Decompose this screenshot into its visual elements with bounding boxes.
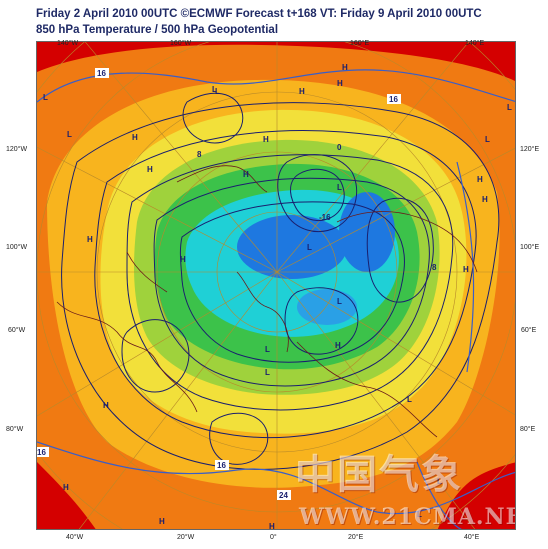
temp-label-16d: 16: [217, 461, 226, 470]
pressure-centers: L L L L L L L L L L L L L L H H H H H H …: [43, 63, 512, 530]
tick-top-3: 160°E: [350, 40, 370, 47]
low-marker: L: [417, 510, 422, 519]
tick-left-2: 100°W: [6, 244, 28, 251]
high-marker: H: [132, 133, 138, 142]
low-marker: L: [265, 368, 270, 377]
temp-label-8a: 8: [197, 150, 202, 159]
title-line-2: 850 hPa Temperature / 500 hPa Geopotenti…: [36, 24, 279, 36]
high-marker: H: [180, 255, 186, 264]
map-panel: L L L L L L L L L L L L L L H H H H H H …: [36, 41, 516, 530]
low-marker: L: [485, 135, 490, 144]
temp-label-24: 24: [279, 491, 288, 500]
high-marker: H: [482, 195, 488, 204]
low-marker: L: [43, 93, 48, 102]
temp-label-16b: 16: [389, 95, 398, 104]
label-box: [95, 68, 109, 78]
temp-label-16a: 16: [97, 69, 106, 78]
cold-core-1: [237, 215, 347, 279]
tick-left-1: 120°W: [6, 146, 28, 153]
low-marker: L: [212, 85, 217, 94]
low-marker: L: [437, 477, 442, 486]
temp-label-16c: 16: [37, 448, 46, 457]
high-marker: H: [299, 87, 305, 96]
high-marker: H: [477, 175, 483, 184]
cold-core-3: [297, 289, 357, 325]
low-marker: L: [265, 345, 270, 354]
high-marker: H: [337, 79, 343, 88]
geopotential-contours: [61, 92, 500, 470]
high-marker: H: [342, 63, 348, 72]
low-marker: L: [407, 395, 412, 404]
high-marker: H: [63, 483, 69, 492]
temp-label-0: 0: [337, 143, 342, 152]
tick-right-2: 100°E: [520, 244, 540, 251]
low-marker: L: [507, 103, 512, 112]
title-line-1: Friday 2 April 2010 00UTC ©ECMWF Forecas…: [36, 8, 482, 20]
tick-left-3: 80°W: [6, 426, 24, 433]
high-marker: H: [335, 341, 341, 350]
tick-top-4: 140°E: [465, 40, 485, 47]
label-box: [387, 94, 401, 104]
low-marker: L: [337, 183, 342, 192]
low-marker: L: [67, 130, 72, 139]
high-marker: H: [147, 165, 153, 174]
coastlines: [56, 165, 478, 438]
meridians: [37, 42, 515, 529]
tick-left-4: 60°W: [8, 327, 26, 334]
high-marker: H: [243, 170, 249, 179]
label-box: [215, 460, 229, 470]
tick-bottom-5: 40°E: [464, 534, 480, 541]
tick-bottom-1: 40°W: [66, 534, 84, 541]
high-marker: H: [159, 517, 165, 526]
tick-bottom-3: 0°: [270, 534, 277, 541]
high-marker: H: [269, 522, 275, 530]
watermark-url: WWW.21CMA.NET: [299, 504, 515, 530]
watermark-chinese: 中国气象: [295, 451, 463, 498]
temperature-labels: 16 16 16 16 24 -16 8 0 8: [37, 68, 437, 500]
low-marker: L: [337, 297, 342, 306]
tick-right-3: 80°E: [520, 426, 536, 433]
high-marker: H: [87, 235, 93, 244]
tick-bottom-2: 20°W: [177, 534, 195, 541]
tick-top-2: 160°W: [170, 40, 192, 47]
temp-label-minus16: -16: [319, 213, 331, 222]
low-marker: L: [307, 243, 312, 252]
label-box: [277, 490, 291, 500]
tick-right-4: 60°E: [521, 327, 537, 334]
tick-bottom-4: 20°E: [348, 534, 364, 541]
temp-label-8b: 8: [432, 263, 437, 272]
temperature-isolines: [37, 69, 515, 529]
low-marker: L: [215, 87, 220, 96]
high-marker: H: [463, 265, 469, 274]
tick-top-1: 140°W: [57, 40, 79, 47]
label-box: [37, 447, 49, 457]
high-marker: H: [103, 401, 109, 410]
polar-map: L L L L L L L L L L L L L L H H H H H H …: [37, 42, 515, 530]
tick-right-1: 120°E: [520, 146, 540, 153]
high-marker: H: [263, 135, 269, 144]
